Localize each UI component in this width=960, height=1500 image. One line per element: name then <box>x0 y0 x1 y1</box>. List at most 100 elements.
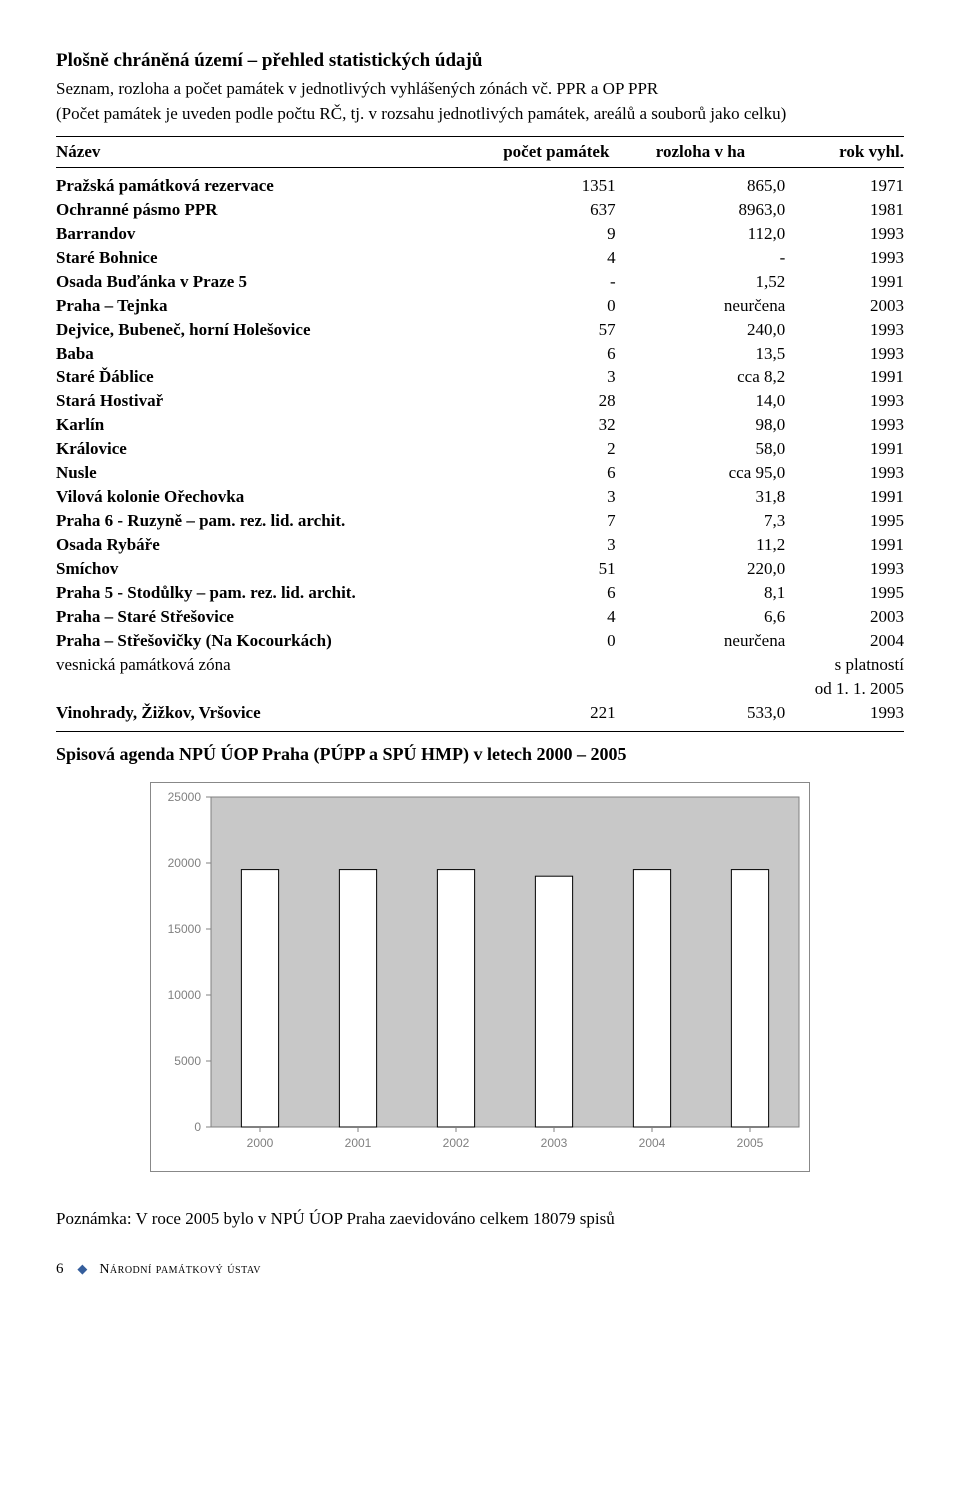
cell-year: 1993 <box>785 342 904 366</box>
table-row: Praha – Staré Střešovice46,62003 <box>56 605 904 629</box>
cell-year: 1993 <box>785 701 904 725</box>
table-row: Vinohrady, Žižkov, Vršovice221533,01993 <box>56 701 904 725</box>
cell-name: Osada Buďánka v Praze 5 <box>56 270 497 294</box>
cell-name: Vinohrady, Žižkov, Vršovice <box>56 701 497 725</box>
cell-area: 98,0 <box>616 414 786 438</box>
col-header-count: počet památek <box>497 139 616 166</box>
cell-area: 8963,0 <box>616 198 786 222</box>
cell-area: 220,0 <box>616 557 786 581</box>
svg-text:20000: 20000 <box>168 856 202 870</box>
cell-area: - <box>616 246 786 270</box>
table-row: Královice258,01991 <box>56 438 904 462</box>
table-row: Osada Buďánka v Praze 5-1,521991 <box>56 270 904 294</box>
cell-name: Praha – Staré Střešovice <box>56 605 497 629</box>
svg-text:2005: 2005 <box>737 1136 764 1150</box>
cell-year: 2003 <box>785 605 904 629</box>
data-table: Pražská památková rezervace1351865,01971… <box>56 174 904 725</box>
svg-text:10000: 10000 <box>168 988 202 1002</box>
cell-name: Barrandov <box>56 222 497 246</box>
cell-area <box>616 677 786 701</box>
cell-count: 221 <box>497 701 616 725</box>
cell-area: neurčena <box>616 629 786 653</box>
cell-year: 1971 <box>785 174 904 198</box>
cell-count: 9 <box>497 222 616 246</box>
cell-name: Nusle <box>56 462 497 486</box>
cell-count: 2 <box>497 438 616 462</box>
cell-area: 8,1 <box>616 581 786 605</box>
cell-year: 1991 <box>785 534 904 558</box>
svg-text:2004: 2004 <box>639 1136 666 1150</box>
table-row: od 1. 1. 2005 <box>56 677 904 701</box>
cell-count: 32 <box>497 414 616 438</box>
cell-year: 1993 <box>785 222 904 246</box>
cell-count: 6 <box>497 462 616 486</box>
cell-name: Osada Rybáře <box>56 534 497 558</box>
table-row: Barrandov9112,01993 <box>56 222 904 246</box>
cell-year: 1993 <box>785 246 904 270</box>
cell-year: 1981 <box>785 198 904 222</box>
table-row: Vilová kolonie Ořechovka331,81991 <box>56 486 904 510</box>
cell-year: 1991 <box>785 270 904 294</box>
table-row: Praha 5 - Stodůlky – pam. rez. lid. arch… <box>56 581 904 605</box>
cell-count: 3 <box>497 366 616 390</box>
rule-top-2 <box>56 167 904 168</box>
cell-area: cca 8,2 <box>616 366 786 390</box>
cell-count: 6 <box>497 342 616 366</box>
cell-area: 240,0 <box>616 318 786 342</box>
cell-name <box>56 677 497 701</box>
cell-area: 7,3 <box>616 510 786 534</box>
cell-year: 1991 <box>785 486 904 510</box>
table-row: Osada Rybáře311,21991 <box>56 534 904 558</box>
cell-count: 57 <box>497 318 616 342</box>
chart-container: 0500010000150002000025000200020012002200… <box>150 782 810 1172</box>
col-header-year: rok vyhl. <box>785 139 904 166</box>
cell-name: Praha – Střešovičky (Na Kocourkách) <box>56 629 497 653</box>
table-header: Název počet památek rozloha v ha rok vyh… <box>56 139 904 166</box>
svg-text:2000: 2000 <box>247 1136 274 1150</box>
cell-year: 1995 <box>785 510 904 534</box>
svg-text:5000: 5000 <box>174 1054 201 1068</box>
agenda-heading: Spisová agenda NPÚ ÚOP Praha (PÚPP a SPÚ… <box>56 742 904 766</box>
col-header-name: Název <box>56 139 497 166</box>
cell-count: 3 <box>497 486 616 510</box>
cell-name: Královice <box>56 438 497 462</box>
chart-frame: 0500010000150002000025000200020012002200… <box>150 782 810 1172</box>
cell-count: 0 <box>497 629 616 653</box>
table-row: Karlín3298,01993 <box>56 414 904 438</box>
svg-text:25000: 25000 <box>168 790 202 804</box>
cell-year: 1993 <box>785 557 904 581</box>
cell-year: 1993 <box>785 390 904 414</box>
svg-text:15000: 15000 <box>168 922 202 936</box>
cell-area <box>616 653 786 677</box>
cell-year: s platností <box>785 653 904 677</box>
cell-count: 51 <box>497 557 616 581</box>
cell-count: 637 <box>497 198 616 222</box>
cell-area: 6,6 <box>616 605 786 629</box>
diamond-icon: ◆ <box>77 1261 87 1276</box>
cell-count <box>497 677 616 701</box>
cell-year: 1991 <box>785 366 904 390</box>
cell-area: 11,2 <box>616 534 786 558</box>
table-row: Baba613,51993 <box>56 342 904 366</box>
cell-area: neurčena <box>616 294 786 318</box>
table-row: Staré Ďáblice3cca 8,21991 <box>56 366 904 390</box>
cell-year: 2004 <box>785 629 904 653</box>
cell-count: 7 <box>497 510 616 534</box>
svg-text:0: 0 <box>194 1120 201 1134</box>
cell-year: 1991 <box>785 438 904 462</box>
cell-year: 2003 <box>785 294 904 318</box>
table-row: Nusle6cca 95,01993 <box>56 462 904 486</box>
rule-bottom <box>56 731 904 732</box>
cell-count: 4 <box>497 605 616 629</box>
table-row: Pražská památková rezervace1351865,01971 <box>56 174 904 198</box>
cell-name: Karlín <box>56 414 497 438</box>
cell-name: Praha 6 - Ruzyně – pam. rez. lid. archit… <box>56 510 497 534</box>
table-row: Praha – Tejnka0neurčena2003 <box>56 294 904 318</box>
svg-text:2003: 2003 <box>541 1136 568 1150</box>
cell-area: 31,8 <box>616 486 786 510</box>
cell-count: 4 <box>497 246 616 270</box>
table-row: Praha 6 - Ruzyně – pam. rez. lid. archit… <box>56 510 904 534</box>
cell-name: Praha 5 - Stodůlky – pam. rez. lid. arch… <box>56 581 497 605</box>
cell-count: - <box>497 270 616 294</box>
cell-year: 1993 <box>785 318 904 342</box>
